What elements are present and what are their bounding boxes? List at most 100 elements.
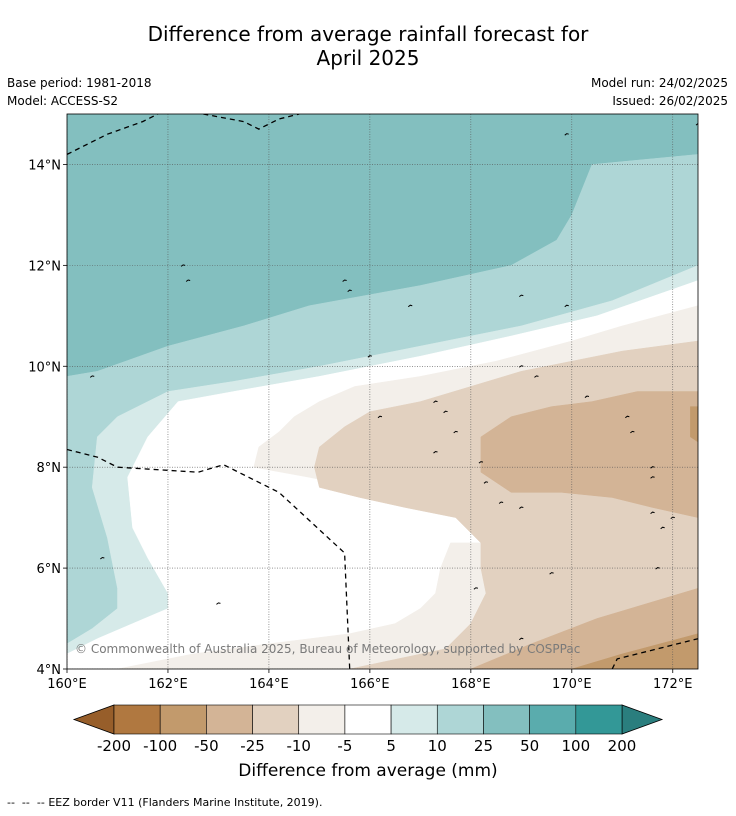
region-neg100_neg50: [690, 406, 698, 443]
island-outline: [377, 415, 383, 419]
colorbar-box: [298, 704, 346, 735]
copyright-notice: © Commonwealth of Australia 2025, Bureau…: [75, 642, 580, 656]
x-tick-label: 170°E: [552, 677, 592, 692]
colorbar-box: [344, 704, 392, 735]
y-tick-label: 12°N: [28, 259, 61, 274]
island-outline: [630, 430, 635, 434]
y-tick-label: 14°N: [28, 158, 61, 173]
island-outline: [650, 511, 655, 514]
island-outline: [650, 476, 655, 479]
colorbar-title: Difference from average (mm): [238, 761, 498, 781]
title-line-2: April 2025: [316, 46, 420, 70]
island-outline: [584, 395, 590, 398]
colorbar-box: [483, 704, 530, 735]
island-outline: [453, 430, 458, 434]
footnote-dash-legend: -- -- --: [7, 796, 45, 809]
colorbar-tick-label: 5: [386, 737, 396, 755]
island-outline: [185, 279, 191, 282]
colorbar-box: [159, 704, 207, 735]
footnote-text: EEZ border V11 (Flanders Marine Institut…: [48, 796, 323, 809]
colorbar-tick-label: 25: [474, 737, 493, 755]
colorbar-tick-label: 10: [428, 737, 447, 755]
x-tick-label: 162°E: [148, 677, 188, 692]
island-outline: [660, 526, 665, 530]
colorbar-boxes: [72, 704, 664, 735]
plot-frame: [66, 113, 699, 670]
island-outline: [519, 294, 524, 298]
island-outline: [564, 304, 569, 308]
title-line-1: Difference from average rainfall forecas…: [147, 22, 589, 46]
island-outline: [100, 556, 105, 560]
meta-left: Base period: 1981-2018 Model: ACCESS-S2: [7, 74, 152, 110]
y-tick-label: 8°N: [37, 461, 62, 476]
rainfall-regions: [67, 114, 698, 669]
colorbar-tick-label: -10: [286, 737, 311, 755]
colorbar-box: [436, 704, 484, 735]
island-outline: [443, 410, 448, 414]
island-outline: [498, 501, 504, 504]
colorbar-tick-label: -50: [194, 737, 219, 755]
island-outline: [216, 602, 221, 605]
x-tick-label: 168°E: [451, 677, 491, 692]
colorbar-box: [206, 704, 253, 735]
island-outline: [89, 375, 95, 378]
colorbar-tick-label: -100: [143, 737, 177, 755]
colorbar-box: [390, 704, 438, 735]
colorbar-extend-low: [72, 704, 115, 735]
colorbar-tick-label: -5: [337, 737, 352, 755]
island-outline: [695, 123, 698, 126]
island-outline: [549, 572, 554, 575]
islands: [89, 123, 698, 641]
region-neg100_neg50: [571, 633, 698, 669]
rainfall-map: © Commonwealth of Australia 2025, Bureau…: [28, 113, 699, 692]
island-outline: [625, 415, 630, 419]
y-tick-label: 10°N: [28, 360, 61, 375]
x-tick-label: 166°E: [350, 677, 390, 692]
x-tick-label: 172°E: [653, 677, 693, 692]
colorbar-tick-label: 100: [561, 737, 590, 755]
island-outline: [519, 637, 524, 641]
y-tick-label: 6°N: [37, 562, 62, 577]
region-neg50_neg25: [470, 391, 698, 669]
island-outline: [564, 133, 569, 136]
graticule: [67, 114, 698, 669]
island-outline: [534, 375, 539, 378]
island-outline: [433, 400, 438, 403]
island-outline: [670, 516, 675, 520]
model-run: Model run: 24/02/2025: [590, 76, 728, 90]
x-tick-label: 160°E: [47, 677, 87, 692]
colorbar-box: [113, 704, 161, 735]
island-outline: [407, 304, 413, 308]
issued-date: Issued: 26/02/2025: [612, 94, 728, 108]
colorbar-tick-labels: -200 -100 -50 -25 -10 -5 5 10 25 50 100 200: [97, 737, 636, 755]
island-outline: [519, 506, 524, 509]
colorbar-tick-label: 200: [608, 737, 637, 755]
meta-right: Model run: 24/02/2025 Issued: 26/02/2025: [591, 74, 728, 110]
island-outline: [347, 289, 352, 292]
island-outline: [433, 451, 438, 454]
colorbar-box: [252, 704, 300, 735]
eez-border-line: [611, 638, 698, 669]
island-outline: [473, 587, 479, 590]
island-outline: [655, 567, 660, 570]
chart-title: Difference from average rainfall forecas…: [0, 22, 736, 70]
island-outline: [478, 461, 484, 464]
eez-border: [67, 114, 698, 669]
island-outline: [342, 279, 347, 282]
y-axis-ticks: 4°N 6°N 8°N 10°N 12°N 14°N: [28, 158, 67, 678]
island-outline: [519, 365, 524, 368]
base-period: Base period: 1981-2018: [7, 76, 152, 90]
colorbar-box: [575, 704, 623, 735]
eez-border-line: [67, 448, 351, 669]
colorbar-box: [529, 704, 577, 735]
colorbar-tick-label: 50: [520, 737, 539, 755]
eez-border-line: [67, 114, 159, 155]
colorbar-tick-label: -25: [240, 737, 265, 755]
x-tick-label: 164°E: [249, 677, 289, 692]
y-tick-label: 4°N: [37, 663, 62, 678]
model-name: Model: ACCESS-S2: [7, 94, 119, 108]
colorbar-tick-label: -200: [97, 737, 131, 755]
island-outline: [367, 355, 373, 358]
island-outline: [180, 264, 186, 267]
island-outline: [483, 481, 489, 484]
